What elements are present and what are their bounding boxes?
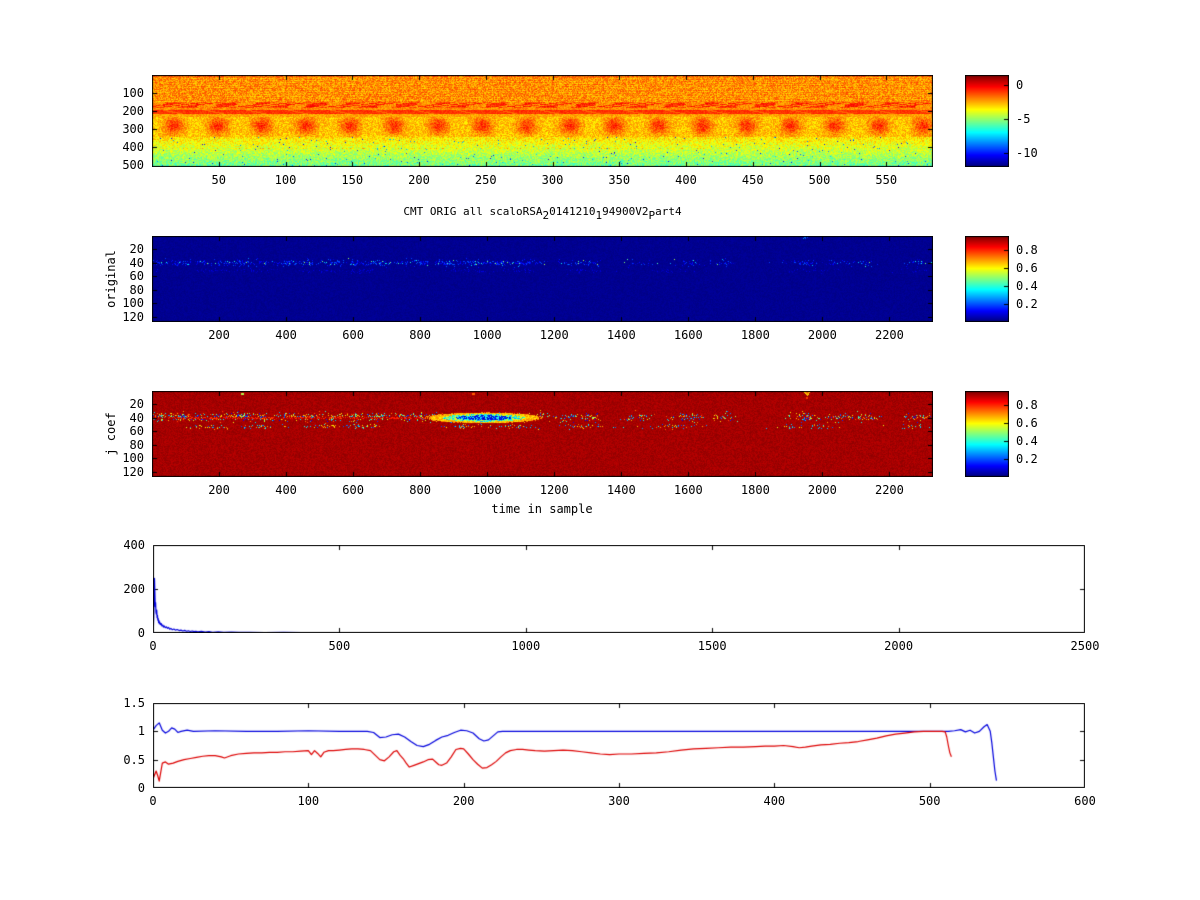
x-tick-label: 100: [274, 173, 297, 187]
x-tick-label: 1800: [740, 328, 770, 342]
y-tick-label: 200: [123, 582, 145, 596]
x-tick-label: 100: [297, 794, 320, 808]
title-text: 0141210: [549, 205, 596, 218]
y-tick-label: 400: [122, 139, 144, 154]
x-tick-label: 300: [541, 173, 564, 187]
x-tick-label: 1500: [697, 639, 727, 653]
spectrogram-plot: [152, 75, 933, 167]
x-tick-label: 1400: [606, 483, 636, 497]
x-tick-label: 1000: [472, 483, 502, 497]
x-tick-label: 2200: [874, 483, 904, 497]
y-tick-label: 100: [122, 451, 144, 466]
x-tick-label: 800: [409, 483, 431, 497]
y-tick-label: 100: [122, 85, 144, 100]
colorbar-tick-label: 0: [1016, 78, 1024, 92]
x-tick-label: 450: [741, 173, 764, 187]
x-tick-label: 1600: [673, 328, 703, 342]
x-tick-label: 200: [208, 483, 230, 497]
colorbar-tick-label: -5: [1016, 112, 1031, 126]
title-text: 94900V2: [602, 205, 649, 218]
y-tick-label: 120: [122, 464, 144, 479]
colorbar-tick-label: -10: [1016, 146, 1038, 160]
x-tick-label: 600: [342, 483, 364, 497]
x-tick-label: 400: [763, 794, 786, 808]
y-tick-label: 0: [137, 626, 145, 640]
title-subscript: 1: [595, 209, 603, 222]
colorbar-tick-label: 0.8: [1016, 243, 1038, 257]
y-tick-label: 100: [122, 296, 144, 311]
x-tick-label: 600: [342, 328, 364, 342]
y-tick-label: 120: [122, 309, 144, 324]
x-tick-label: 1200: [539, 328, 569, 342]
x-tick-label: 2500: [1070, 639, 1100, 653]
x-tick-label: 500: [918, 794, 941, 808]
y-tick-label: 40: [129, 410, 144, 425]
y-tick-label: 1.5: [123, 696, 145, 710]
colorbar-tick-label: 0.2: [1016, 452, 1038, 466]
x-tick-label: 500: [808, 173, 831, 187]
y-tick-label: 20: [129, 242, 144, 257]
title-text: art4: [655, 205, 682, 218]
colorbar-tick-label: 0.4: [1016, 434, 1038, 448]
y-tick-label: 300: [122, 121, 144, 136]
colorbar-tick-label: 0.4: [1016, 279, 1038, 293]
x-tick-label: 350: [608, 173, 631, 187]
original-heatmap-plot: [152, 236, 933, 322]
jcoef-heatmap-plot: [152, 391, 933, 477]
y-tick-label: 40: [129, 255, 144, 270]
x-tick-label: 600: [1074, 794, 1096, 808]
y-tick-label: 500: [122, 157, 144, 172]
y-tick-label: 200: [122, 103, 144, 118]
y-tick-label: 0: [137, 781, 145, 795]
x-tick-label: 400: [275, 328, 297, 342]
jcoef-colorbar: [965, 391, 1009, 477]
x-tick-label: 150: [341, 173, 364, 187]
colorbar-tick-label: 0.6: [1016, 416, 1038, 430]
x-tick-label: 1000: [472, 328, 502, 342]
title-subscript: P: [648, 209, 656, 222]
colorbar-tick-label: 0.6: [1016, 261, 1038, 275]
x-tick-label: 2000: [807, 483, 837, 497]
x-tick-label: 1400: [606, 328, 636, 342]
decay-line-plot: [153, 545, 1085, 633]
x-tick-label: 2000: [807, 328, 837, 342]
x-tick-label: 2000: [884, 639, 914, 653]
x-tick-label: 0: [149, 794, 157, 808]
y-tick-label: 0.5: [123, 752, 145, 767]
x-tick-label: 300: [608, 794, 630, 808]
plot-title: CMT ORIG all scaloRSA20141210194900V2Par…: [152, 205, 933, 222]
x-tick-label: 200: [208, 328, 230, 342]
spectrogram-colorbar: [965, 75, 1009, 167]
y-tick-label: 400: [123, 538, 145, 552]
x-tick-label: 1200: [539, 483, 569, 497]
y-tick-label: 1: [137, 724, 145, 739]
x-tick-label: 400: [675, 173, 697, 187]
title-subscript: 2: [542, 209, 550, 222]
y-tick-label: 80: [129, 282, 144, 297]
x-tick-label: 1000: [511, 639, 541, 653]
y-tick-label: 60: [129, 269, 144, 284]
x-tick-label: 0: [149, 639, 157, 653]
x-tick-label: 200: [452, 794, 475, 808]
colorbar-tick-label: 0.2: [1016, 297, 1038, 311]
y-tick-label: 60: [129, 424, 144, 439]
x-tick-label: 1800: [740, 483, 770, 497]
x-tick-label: 500: [328, 639, 351, 653]
x-tick-label: 200: [408, 173, 430, 187]
x-tick-label: 50: [211, 173, 226, 187]
x-tick-label: 400: [275, 483, 297, 497]
x-tick-label: 1600: [673, 483, 703, 497]
x-tick-label: 550: [875, 173, 898, 187]
original-colorbar: [965, 236, 1009, 322]
y-tick-label: 80: [129, 437, 144, 452]
x-tick-label: 800: [409, 328, 431, 342]
y-tick-label: 20: [129, 397, 144, 412]
x-tick-label: 2200: [874, 328, 904, 342]
x-tick-label: 250: [474, 173, 497, 187]
colorbar-tick-label: 0.8: [1016, 398, 1038, 412]
xlabel-time-in-sample: time in sample: [491, 502, 593, 516]
ratio-line-plot: [153, 703, 1085, 788]
title-text: CMT ORIG all scaloRSA: [403, 205, 543, 218]
